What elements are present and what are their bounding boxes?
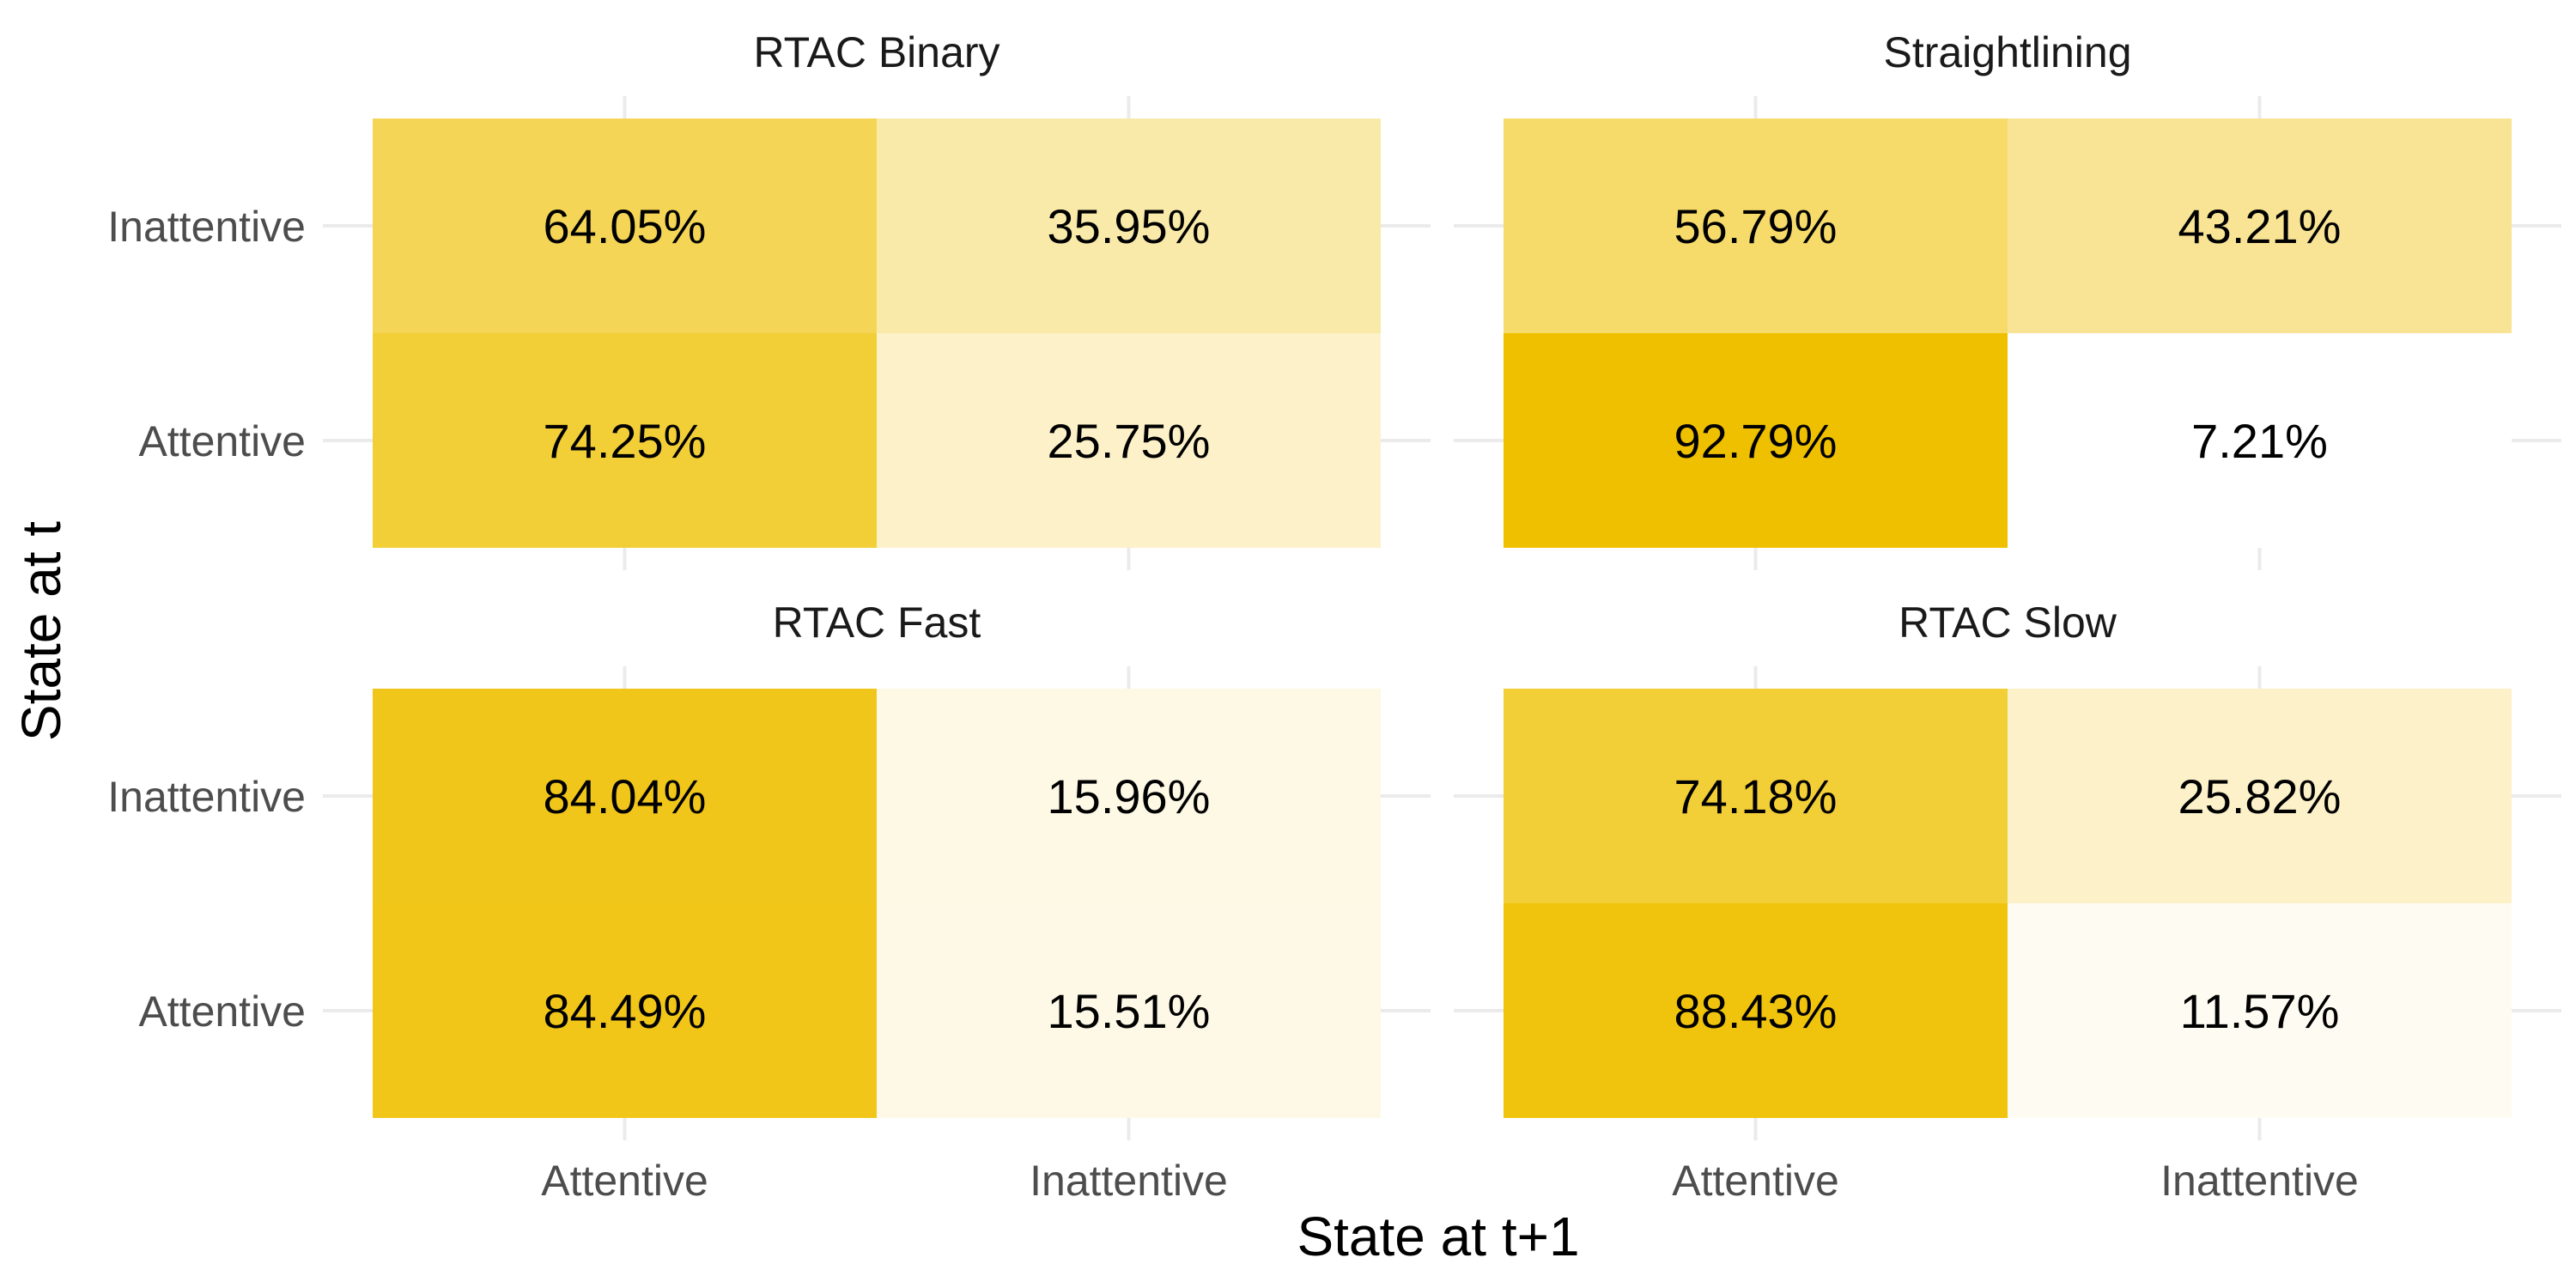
facet-panel: RTAC Fast 84.04% 15.96% 84.49% 15.51% Inatten… [107, 598, 1431, 1205]
heatmap-cell [1504, 903, 2008, 1118]
x-tick-label: Attentive [1672, 1157, 1839, 1205]
cell-value-label: 43.21% [2178, 199, 2342, 253]
cell-value-label: 64.05% [544, 199, 707, 253]
cell-value-label: 25.82% [2178, 769, 2342, 823]
heatmap-cell [2008, 903, 2512, 1118]
x-tick-label: Attentive [541, 1157, 708, 1205]
heatmap-cell [1504, 333, 2008, 548]
x-axis-title: State at t+1 [1297, 1206, 1579, 1267]
cell-value-label: 84.04% [544, 769, 707, 823]
y-tick-label: Attentive [138, 987, 306, 1036]
x-tick-label: Inattentive [1030, 1157, 1228, 1205]
facet-title: RTAC Fast [773, 598, 981, 647]
heatmap-cell [373, 118, 877, 333]
heatmap-cell [373, 333, 877, 548]
heatmap-cell [1504, 689, 2008, 903]
cell-value-label: 7.21% [2191, 414, 2328, 468]
heatmap-cell [877, 118, 1381, 333]
heatmap-cell [1504, 118, 2008, 333]
cell-value-label: 11.57% [2180, 984, 2340, 1038]
heatmap-cell [2008, 689, 2512, 903]
y-tick-label: Attentive [138, 417, 306, 465]
cell-value-label: 15.51% [1048, 984, 1211, 1038]
facet-panel: RTAC Binary 64.05% 35.95% 74.25% 25.75% Inatt… [107, 28, 1431, 570]
heatmap-cell [373, 903, 877, 1118]
cell-value-label: 74.18% [1674, 769, 1838, 823]
heatmap-cell [373, 689, 877, 903]
heatmap-cell [877, 903, 1381, 1118]
cell-value-label: 35.95% [1048, 199, 1211, 253]
heatmap-cell [2008, 118, 2512, 333]
y-tick-label: Inattentive [107, 773, 306, 821]
cell-value-label: 74.25% [544, 414, 707, 468]
cell-value-label: 84.49% [544, 984, 707, 1038]
cell-value-label: 15.96% [1048, 769, 1211, 823]
facet-title: RTAC Slow [1899, 598, 2117, 647]
y-axis-title: State at t [10, 521, 72, 741]
x-tick-label: Inattentive [2160, 1157, 2359, 1205]
cell-value-label: 56.79% [1674, 199, 1838, 253]
cell-value-label: 25.75% [1048, 414, 1211, 468]
cell-value-label: 92.79% [1674, 414, 1838, 468]
facet-panel: Straightlining 56.79% 43.21% 92.79% 7.21% [1454, 28, 2561, 570]
facet-panel: RTAC Slow 74.18% 25.82% 88.43% 11.57% Attenti… [1454, 598, 2561, 1205]
heatmap-cell [877, 333, 1381, 548]
cell-value-label: 88.43% [1674, 984, 1838, 1038]
y-tick-label: Inattentive [107, 203, 306, 251]
heatmap-cell [877, 689, 1381, 903]
facet-title: RTAC Binary [753, 28, 999, 76]
facet-title: Straightlining [1883, 28, 2131, 76]
heatmap-cell [2008, 333, 2512, 548]
